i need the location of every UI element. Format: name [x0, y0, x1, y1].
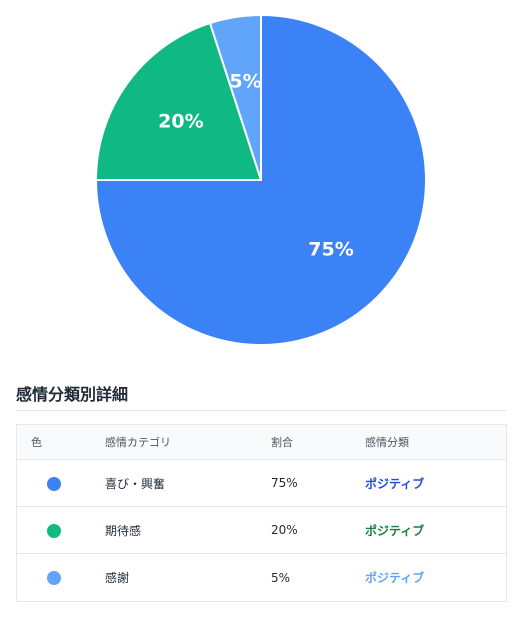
table-row: 期待感 20% ポジティブ [17, 507, 506, 554]
ratio-cell: 20% [271, 523, 298, 537]
header-ratio: 割合 [271, 436, 293, 449]
table-header-row: 色 感情カテゴリ 割合 感情分類 [17, 425, 506, 460]
slice-label: 75% [308, 239, 353, 261]
ratio-cell: 5% [271, 570, 291, 585]
pie-chart: 75% 20% 5% [94, 13, 427, 346]
classification-cell: ポジティブ [365, 476, 425, 491]
slice-label: 20% [158, 110, 203, 132]
slice-label: 5% [229, 71, 261, 93]
category-cell: 喜び・興奮 [105, 476, 166, 491]
category-cell: 期待感 [105, 523, 142, 538]
color-dot [47, 477, 61, 491]
color-dot [47, 524, 61, 538]
classification-cell: ポジティブ [365, 523, 425, 538]
ratio-cell: 75% [271, 476, 298, 490]
pie-slice [94, 13, 427, 346]
color-dot [47, 571, 61, 585]
table-row: 喜び・興奮 75% ポジティブ [17, 460, 506, 507]
header-classification: 感情分類 [365, 436, 409, 449]
pie-slice [94, 21, 263, 181]
classification-cell: ポジティブ [365, 571, 425, 585]
pie-slice [208, 13, 262, 181]
header-color: 色 [31, 436, 42, 449]
category-cell: 感謝 [105, 571, 130, 585]
section-title: 感情分類別詳細 [16, 385, 129, 404]
emotion-table: 色 感情カテゴリ 割合 感情分類 喜び・興奮 75% ポジティブ 期待感 20%… [16, 424, 507, 602]
header-category: 感情カテゴリ [105, 436, 171, 449]
table-row: 感謝 5% ポジティブ [17, 554, 506, 601]
title-divider [16, 410, 507, 411]
